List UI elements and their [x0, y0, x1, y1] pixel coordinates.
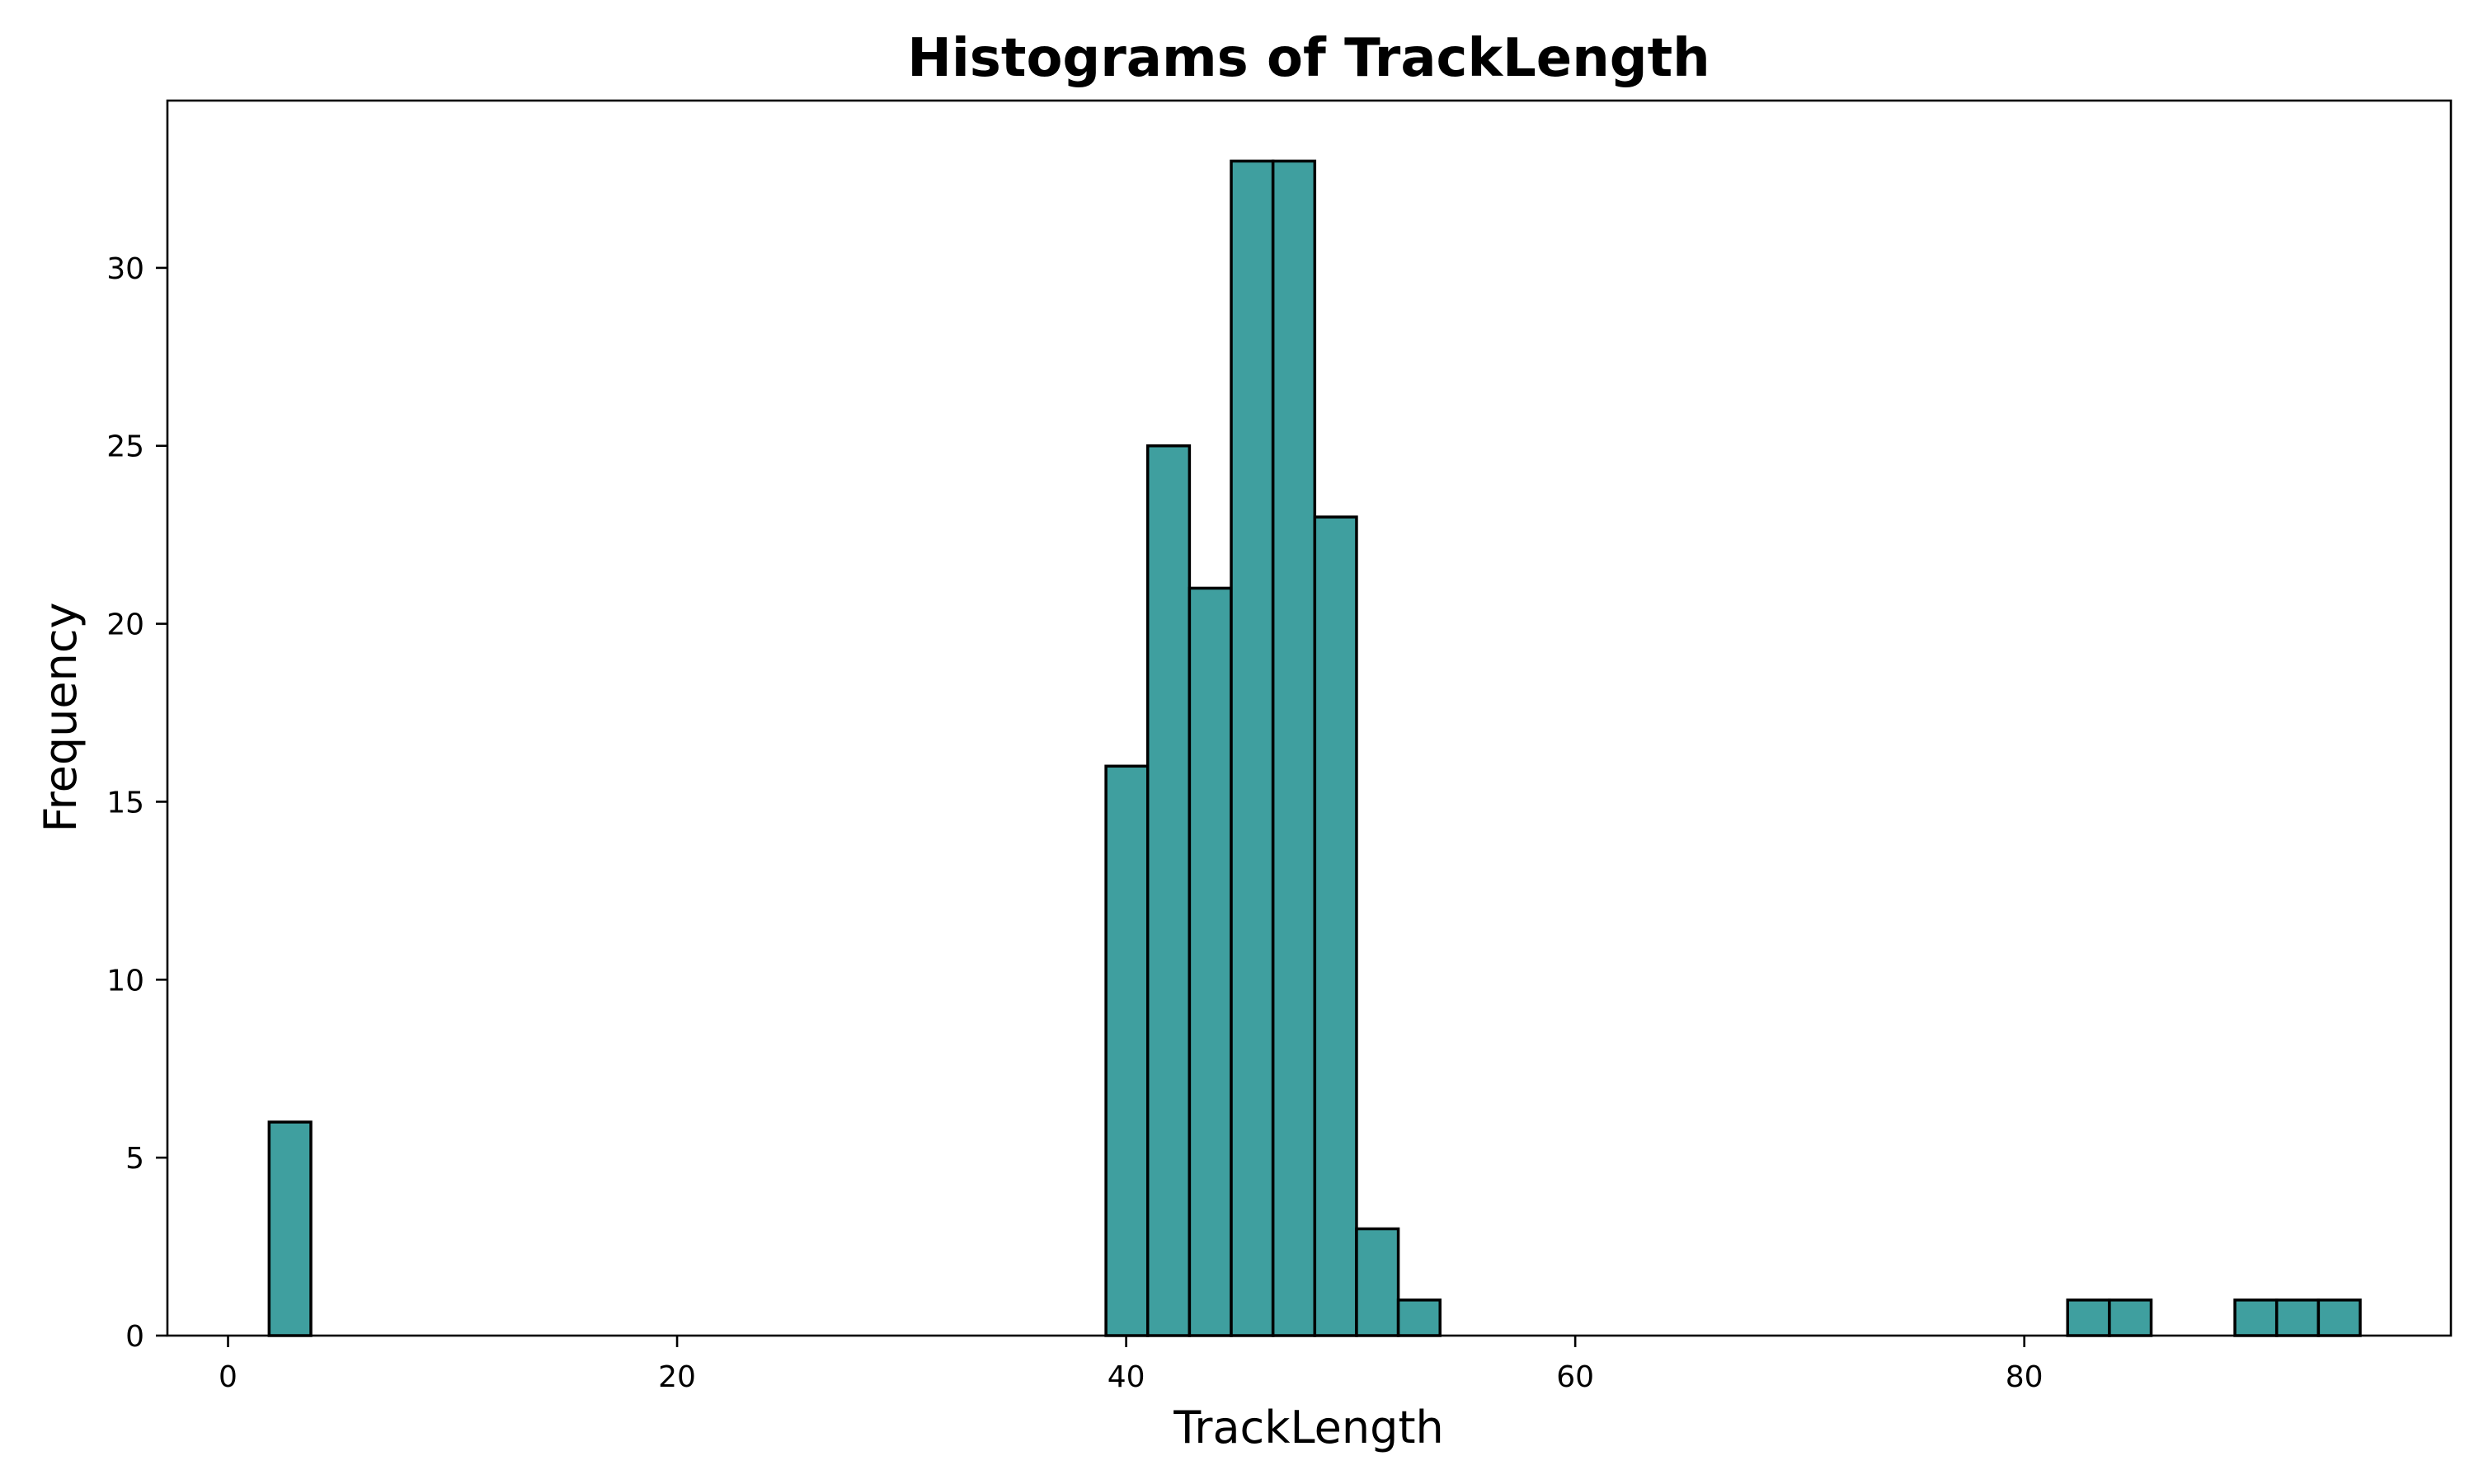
histogram-bar: [1396, 1298, 1442, 1337]
histogram-bar: [1230, 159, 1275, 1337]
histogram-bar: [1104, 764, 1150, 1337]
y-tick-label: 5: [125, 1142, 144, 1176]
histogram-bar: [1313, 515, 1358, 1337]
histogram-bar: [2316, 1298, 2362, 1337]
x-tick-label: 40: [1108, 1360, 1145, 1394]
histogram-bar: [267, 1120, 313, 1337]
y-tick-label: 10: [106, 964, 144, 998]
y-axis-label: Frequency: [35, 603, 87, 833]
histogram-bar: [2233, 1298, 2279, 1337]
y-tick-label: 15: [106, 786, 144, 819]
plot-frame: [166, 99, 2453, 1337]
y-tick-label: 25: [106, 430, 144, 464]
histogram-bar: [2108, 1298, 2153, 1337]
y-tick-label: 30: [106, 252, 144, 286]
histogram-bar: [1271, 159, 1317, 1337]
x-tick-label: 80: [2006, 1360, 2044, 1394]
x-axis-label: TrackLength: [1173, 1402, 1444, 1453]
x-axis-ticks: 0 20 40 60 80: [219, 1336, 2044, 1394]
x-tick-label: 60: [1556, 1360, 1594, 1394]
y-tick-label: 0: [125, 1320, 144, 1354]
histogram-bar: [1188, 586, 1233, 1337]
histogram-bar: [2066, 1298, 2111, 1337]
x-tick-label: 0: [219, 1360, 238, 1394]
chart-title: Histograms of TrackLength: [907, 28, 1710, 89]
bars-group: [267, 159, 2362, 1337]
histogram-bar: [1145, 444, 1192, 1337]
y-axis-ticks: 0 5 10 15 20 25 30: [106, 252, 167, 1354]
histogram-bar: [2274, 1298, 2321, 1337]
y-tick-label: 20: [106, 608, 144, 642]
histogram-bar: [1355, 1227, 1400, 1337]
x-tick-label: 20: [658, 1360, 696, 1394]
